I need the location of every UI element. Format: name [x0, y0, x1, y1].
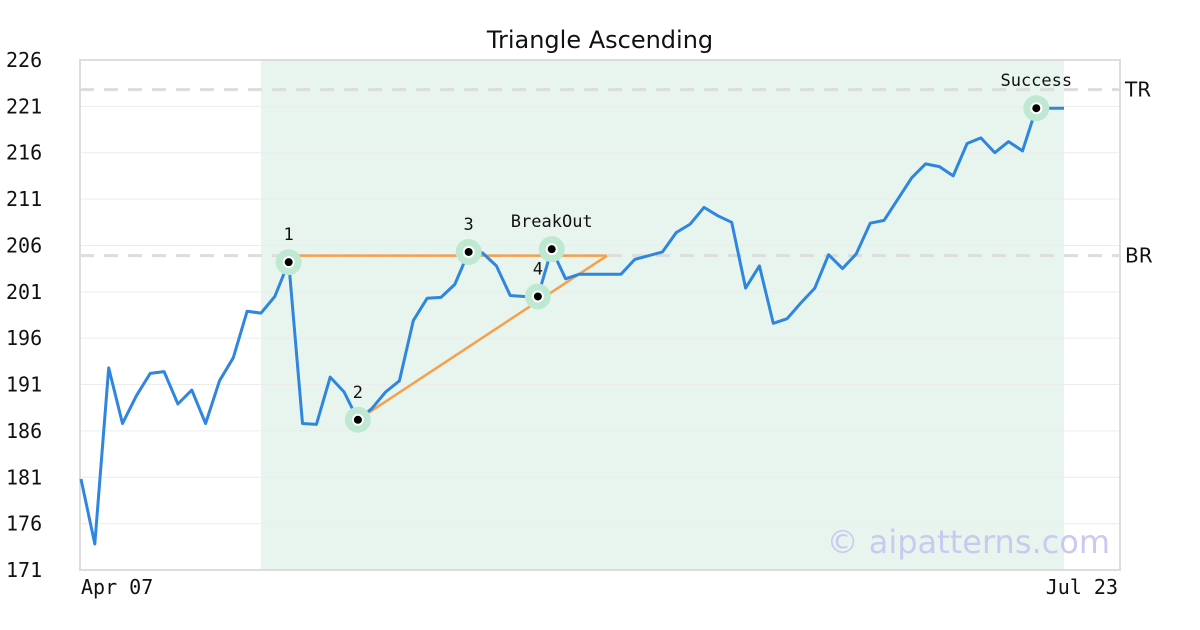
y-tick-label: 196 — [6, 326, 42, 350]
highlight-band — [260, 60, 1064, 570]
price-series — [79, 106, 1064, 546]
reference-label-br: BR — [1125, 244, 1153, 268]
x-tick-end: Jul 23 — [1046, 575, 1118, 599]
y-tick-label: 206 — [6, 233, 42, 257]
point-label: 2 — [353, 383, 363, 403]
point-marker — [547, 245, 556, 254]
point-marker — [284, 258, 293, 267]
y-tick-label: 191 — [6, 373, 42, 397]
y-tick-label: 201 — [6, 280, 42, 304]
y-tick-label: 186 — [6, 419, 42, 443]
y-tick-label: 221 — [6, 94, 42, 118]
reference-lines: TR BR — [80, 78, 1153, 268]
y-tick-label: 216 — [6, 141, 42, 165]
y-tick-label: 181 — [6, 465, 42, 489]
point-label: BreakOut — [511, 212, 593, 232]
chart-title: Triangle Ascending — [486, 26, 713, 54]
pattern-line-support — [357, 254, 608, 421]
point-marker — [533, 292, 542, 301]
point-label: 4 — [533, 259, 543, 279]
y-tick-label: 176 — [6, 512, 42, 536]
point-label: 3 — [464, 215, 474, 235]
point-marker — [1032, 104, 1041, 113]
y-axis-ticks: 226 221 216 211 206 201 196 191 186 181 176 171 — [6, 48, 42, 582]
y-tick-label: 226 — [6, 48, 42, 72]
plot-frame — [79, 59, 1121, 571]
price-line — [79, 106, 1064, 546]
x-tick-start: Apr 07 — [81, 575, 153, 599]
pattern-points: 1 2 3 4 BreakOut Success — [275, 71, 1072, 433]
y-tick-label: 211 — [6, 187, 42, 211]
point-marker — [464, 247, 473, 256]
grid-lines — [80, 105, 1120, 525]
highlight-region — [260, 60, 1064, 570]
point-marker — [353, 415, 362, 424]
reference-label-tr: TR — [1124, 78, 1151, 102]
point-label: 1 — [284, 225, 294, 245]
y-tick-label: 171 — [6, 558, 42, 582]
watermark: © aipatterns.com — [827, 523, 1110, 561]
point-label: Success — [1000, 71, 1072, 91]
